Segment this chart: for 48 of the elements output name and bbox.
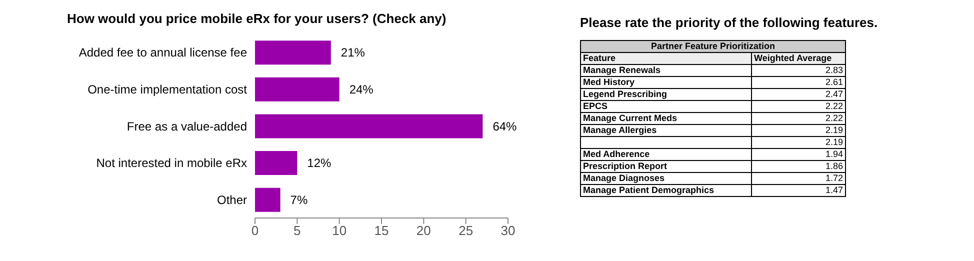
y-tick-label: One-time implementation cost	[88, 82, 248, 96]
text: Weighted Average	[752, 52, 846, 64]
data-label: 2.47	[752, 88, 846, 100]
x-tick-label: 20	[416, 223, 431, 238]
data-label: 2.22	[752, 112, 846, 124]
category-label: Manage Current Meds	[580, 112, 752, 124]
data-label: 2.83	[752, 64, 846, 76]
annotation: 21%	[340, 46, 366, 60]
x-tick-label: 0	[251, 223, 259, 238]
category-label: Prescription Report	[580, 160, 752, 172]
y-tick-label: Free as a value-added	[126, 119, 247, 134]
category-label: Manage Diagnoses	[580, 172, 752, 184]
category-label: Manage Patient Demographics	[580, 184, 752, 196]
bar	[255, 77, 340, 102]
x-tick-label: 15	[374, 223, 389, 238]
annotation: 7%	[290, 192, 308, 207]
x-tick-label: 10	[332, 223, 347, 238]
data-label: 2.61	[752, 76, 846, 88]
bar	[255, 188, 280, 212]
data-label: 1.47	[752, 184, 846, 196]
x-tick-label: 30	[500, 223, 516, 238]
data-label: 2.19	[752, 136, 846, 148]
data-label: 1.86	[752, 160, 846, 172]
y-tick-label: Not interested in mobile eRx	[96, 156, 247, 170]
text: Feature	[580, 52, 752, 64]
category-label: EPCS	[580, 100, 752, 112]
annotation: 64%	[492, 119, 518, 134]
category-label: Manage Renewals	[580, 64, 752, 76]
x-tick-label: 25	[458, 223, 474, 238]
category-label: Med Adherence	[580, 148, 752, 160]
x-tick-label: 5	[294, 223, 301, 238]
y-tick-label: Other	[216, 192, 247, 207]
data-label: 1.94	[752, 148, 846, 160]
bar	[255, 40, 331, 65]
chart-title: How would you price mobile eRx for your users? (Check any)	[66, 10, 448, 28]
bar	[255, 114, 483, 138]
data-label: 2.19	[752, 124, 846, 136]
annotation: 12%	[307, 156, 332, 170]
category-label: Med History	[580, 76, 752, 88]
y-tick-label: Added fee to annual license fee	[78, 46, 248, 60]
text: Please rate the priority of the following features.	[580, 14, 878, 32]
category-label: Manage Allergies	[580, 124, 752, 136]
data-label: 2.22	[752, 100, 846, 112]
data-label: 1.72	[752, 172, 846, 184]
category-label: Legend Prescribing	[580, 88, 752, 100]
text: Partner Feature Prioritization	[580, 40, 846, 52]
annotation: 24%	[349, 82, 374, 96]
bar	[255, 151, 298, 176]
